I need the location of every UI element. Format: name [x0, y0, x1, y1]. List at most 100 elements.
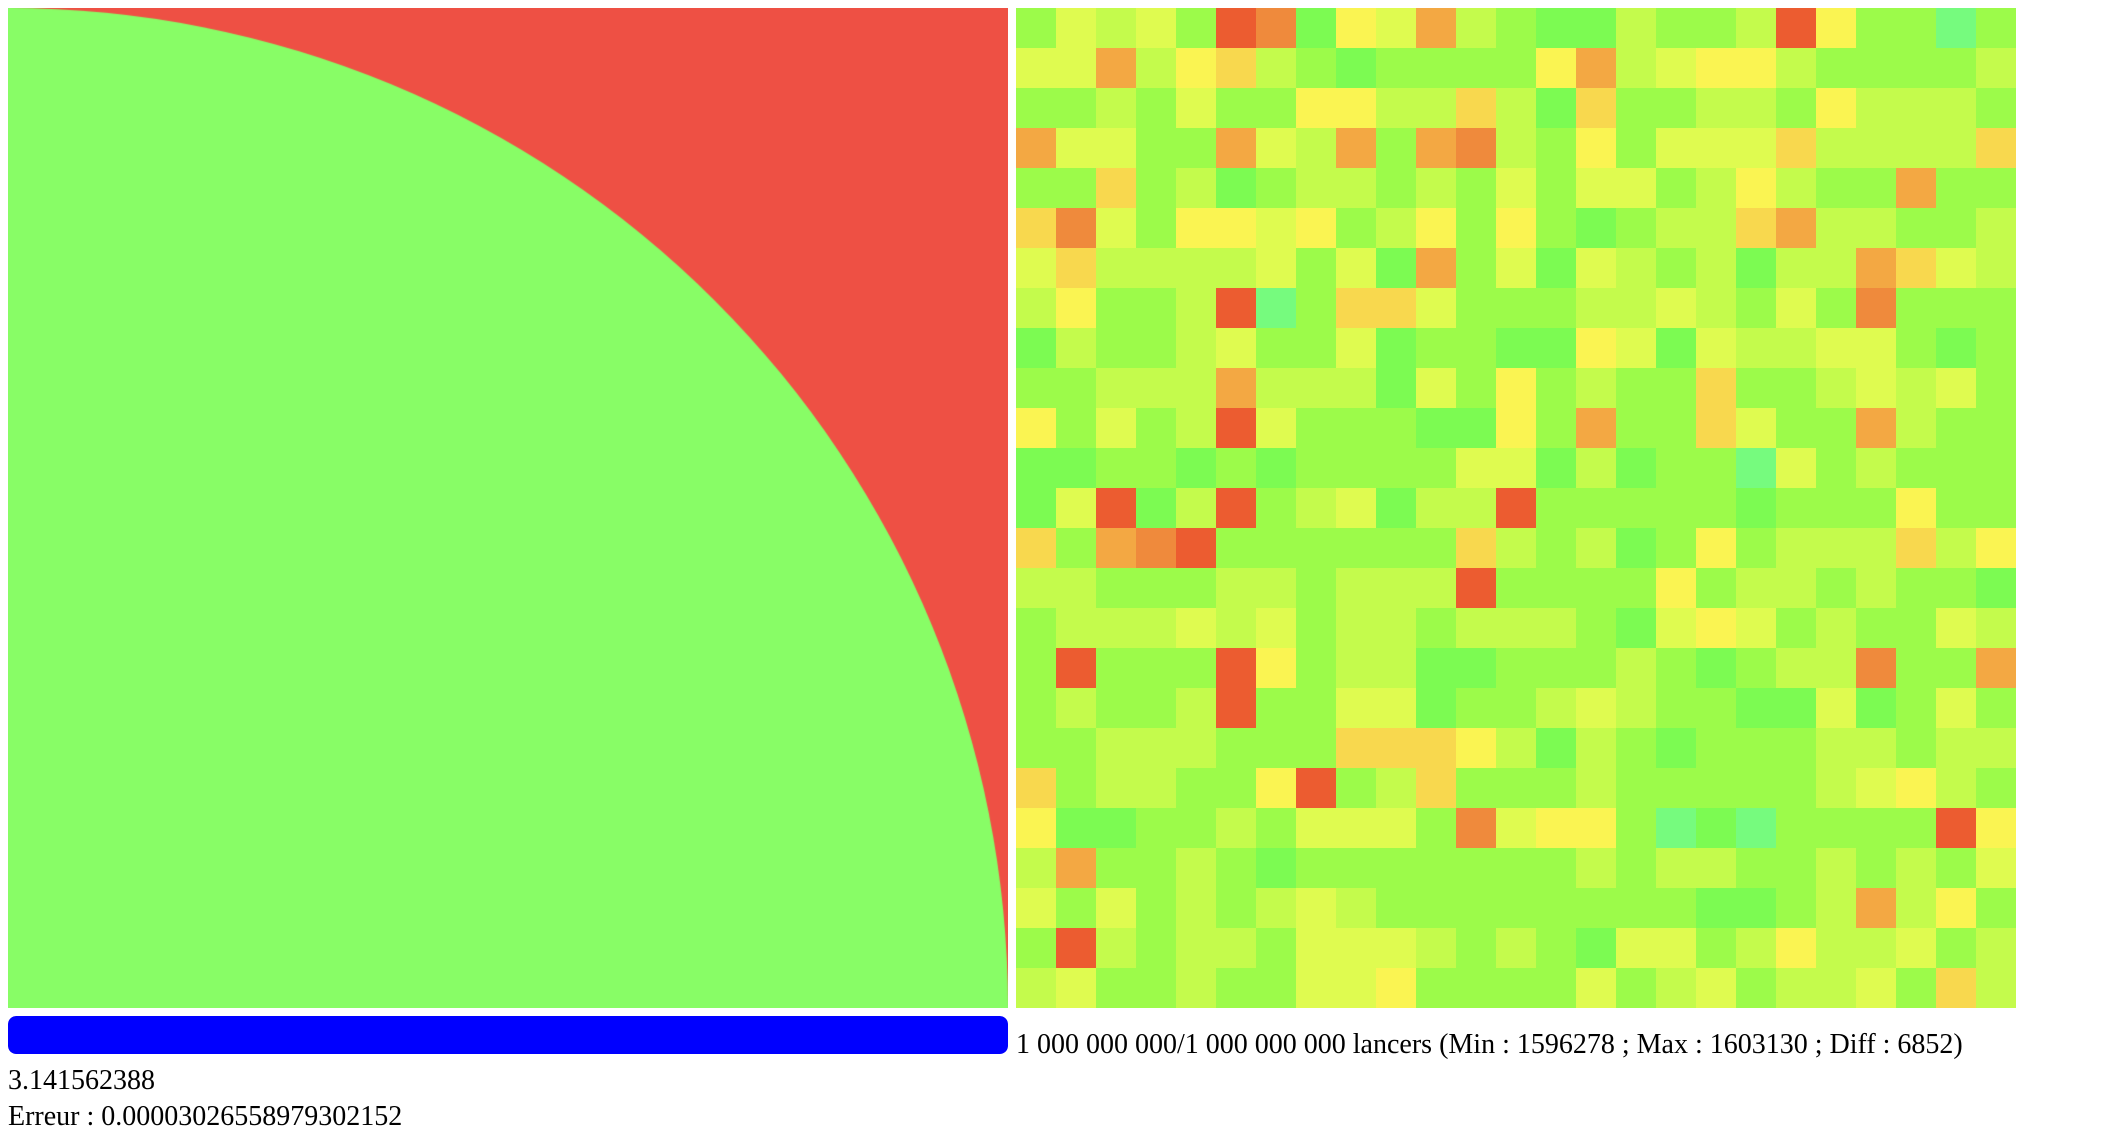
- heatmap-cell: [1456, 88, 1496, 128]
- heatmap-cell: [1696, 448, 1736, 488]
- heatmap-cell: [1136, 48, 1176, 88]
- heatmap-cell: [1496, 768, 1536, 808]
- heatmap-cell: [1456, 448, 1496, 488]
- heatmap-cell: [1616, 808, 1656, 848]
- heatmap-cell: [1456, 328, 1496, 368]
- heatmap-cell: [1496, 288, 1536, 328]
- heatmap-cell: [1816, 368, 1856, 408]
- heatmap-cell: [1816, 408, 1856, 448]
- heatmap-cell: [1016, 288, 1056, 328]
- heatmap-cell: [1936, 248, 1976, 288]
- heatmap-cell: [1456, 288, 1496, 328]
- heatmap-cell: [1416, 808, 1456, 848]
- heatmap-cell: [1816, 768, 1856, 808]
- heatmap-cell: [1336, 168, 1376, 208]
- heatmap-cell: [1136, 488, 1176, 528]
- heatmap-cell: [1096, 208, 1136, 248]
- heatmap-cell: [1096, 768, 1136, 808]
- heatmap-cell: [1576, 448, 1616, 488]
- heatmap-cell: [1776, 568, 1816, 608]
- heatmap-cell: [1176, 848, 1216, 888]
- heatmap-cell: [1936, 8, 1976, 48]
- heatmap-cell: [1096, 608, 1136, 648]
- heatmap-cell: [1376, 328, 1416, 368]
- heatmap-cell: [1736, 48, 1776, 88]
- heatmap-cell: [1136, 808, 1176, 848]
- heatmap-cell: [1616, 168, 1656, 208]
- heatmap-cell: [1656, 848, 1696, 888]
- heatmap-cell: [1056, 88, 1096, 128]
- heatmap-cell: [1656, 608, 1696, 648]
- heatmap-cell: [1656, 8, 1696, 48]
- heatmap-cell: [1496, 48, 1536, 88]
- heatmap-cell: [1256, 688, 1296, 728]
- heatmap-cell: [1136, 8, 1176, 48]
- heatmap-cell: [1976, 808, 2016, 848]
- heatmap-cell: [1456, 8, 1496, 48]
- heatmap-cell: [1376, 608, 1416, 648]
- heatmap-cell: [1616, 8, 1656, 48]
- heatmap-cell: [1936, 88, 1976, 128]
- heatmap-cell: [1576, 848, 1616, 888]
- heatmap-cell: [1176, 328, 1216, 368]
- heatmap-cell: [1736, 208, 1776, 248]
- heatmap-cell: [1536, 128, 1576, 168]
- heatmap-cell: [1256, 888, 1296, 928]
- heatmap-cell: [1896, 928, 1936, 968]
- heatmap-cell: [1616, 728, 1656, 768]
- heatmap-cell: [1896, 888, 1936, 928]
- heatmap-cell: [1536, 48, 1576, 88]
- heatmap-cell: [1976, 88, 2016, 128]
- heatmap-cell: [1256, 848, 1296, 888]
- heatmap-cell: [1176, 8, 1216, 48]
- heatmap-cell: [1256, 328, 1296, 368]
- heatmap-cell: [1096, 288, 1136, 328]
- heatmap-cell: [1856, 328, 1896, 368]
- heatmap-cell: [1056, 488, 1096, 528]
- heatmap-cell: [1656, 328, 1696, 368]
- heatmap-cell: [1896, 48, 1936, 88]
- heatmap-cell: [1376, 248, 1416, 288]
- heatmap-cell: [1256, 88, 1296, 128]
- heatmap-cell: [1216, 168, 1256, 208]
- heatmap-cell: [1376, 408, 1416, 448]
- heatmap-cell: [1856, 248, 1896, 288]
- heatmap-cell: [1576, 48, 1616, 88]
- heatmap-cell: [1376, 208, 1416, 248]
- heatmap-cell: [1456, 168, 1496, 208]
- heatmap-cell: [1216, 448, 1256, 488]
- heatmap-cell: [1176, 968, 1216, 1008]
- heatmap-cell: [1056, 48, 1096, 88]
- heatmap-cell: [1976, 8, 2016, 48]
- heatmap-cell: [1776, 728, 1816, 768]
- heatmap-cell: [1496, 128, 1536, 168]
- heatmap-cell: [1416, 248, 1456, 288]
- heatmap-cell: [1616, 208, 1656, 248]
- heatmap-cell: [1296, 728, 1336, 768]
- heatmap-cell: [1456, 888, 1496, 928]
- heatmap-cell: [1376, 8, 1416, 48]
- heatmap-cell: [1816, 288, 1856, 328]
- heatmap-cell: [1856, 448, 1896, 488]
- pi-estimate: 3.141562388: [8, 1065, 155, 1096]
- heatmap-cell: [1536, 328, 1576, 368]
- heatmap-cell: [1776, 488, 1816, 528]
- heatmap-cell: [1096, 408, 1136, 448]
- heatmap-cell: [1616, 288, 1656, 328]
- heatmap-cell: [1776, 208, 1816, 248]
- heatmap-cell: [1816, 608, 1856, 648]
- heatmap-cell: [1736, 8, 1776, 48]
- heatmap-cell: [1536, 288, 1576, 328]
- heatmap-cell: [1256, 208, 1296, 248]
- heatmap-cell: [1536, 408, 1576, 448]
- heatmap-cell: [1776, 928, 1816, 968]
- heatmap-cell: [1376, 488, 1416, 528]
- heatmap-cell: [1536, 808, 1576, 848]
- heatmap-cell: [1976, 368, 2016, 408]
- heatmap-cell: [1256, 608, 1296, 648]
- heatmap-cell: [1296, 688, 1336, 728]
- heatmap-cell: [1496, 568, 1536, 608]
- heatmap-cell: [1776, 408, 1816, 448]
- heatmap-cell: [1376, 808, 1416, 848]
- heatmap-cell: [1896, 688, 1936, 728]
